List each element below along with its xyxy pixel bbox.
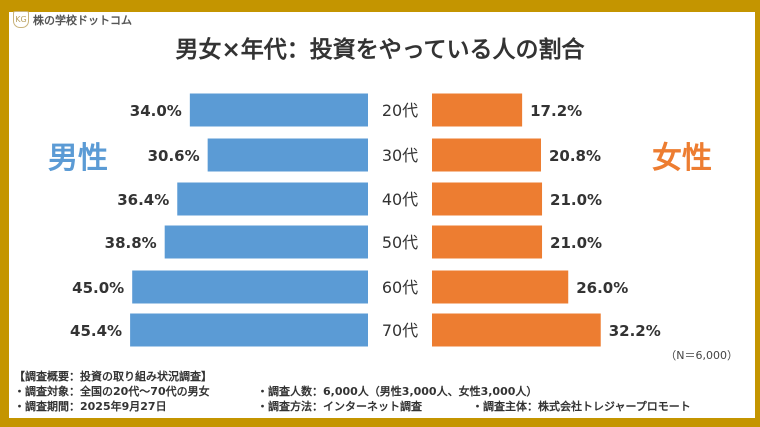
label-female-30代: 20.8% bbox=[549, 147, 601, 165]
notes-count: ・調査人数：6,000人（男性3,000人、女性3,000人） bbox=[257, 385, 538, 398]
category-label: 50代 bbox=[382, 233, 418, 252]
bar-male-50代 bbox=[164, 225, 368, 259]
bar-female-40代 bbox=[432, 182, 543, 216]
label-female-60代: 26.0% bbox=[576, 279, 628, 297]
notes-target: ・調査対象：全国の20代～70代の男女 bbox=[14, 385, 210, 398]
bar-female-60代 bbox=[432, 270, 569, 304]
logo-mark-icon: KG bbox=[13, 11, 29, 28]
logo: KG 株の学校ドットコム bbox=[13, 11, 132, 28]
label-male-60代: 45.0% bbox=[72, 279, 124, 297]
bar-female-20代 bbox=[432, 93, 523, 127]
label-male-50代: 38.8% bbox=[105, 234, 157, 252]
label-male-40代: 36.4% bbox=[117, 191, 169, 209]
label-male-30代: 30.6% bbox=[148, 147, 200, 165]
notes-sponsor: ・調査主体：株式会社トレジャープロモート bbox=[472, 400, 691, 413]
logo-name: 株の学校ドットコム bbox=[33, 13, 132, 27]
bar-male-70代 bbox=[130, 313, 368, 347]
legend-male: 男性 bbox=[48, 141, 108, 176]
label-male-70代: 45.4% bbox=[70, 322, 122, 340]
chart-frame bbox=[9, 12, 755, 418]
chart-title: 男女×年代：投資をやっている人の割合 bbox=[175, 37, 585, 63]
bar-female-70代 bbox=[432, 313, 601, 347]
category-label: 70代 bbox=[382, 321, 418, 340]
label-female-40代: 21.0% bbox=[550, 191, 602, 209]
bar-male-30代 bbox=[207, 138, 368, 172]
bar-female-50代 bbox=[432, 225, 543, 259]
label-female-20代: 17.2% bbox=[530, 102, 582, 120]
category-label: 40代 bbox=[382, 190, 418, 209]
category-label: 60代 bbox=[382, 278, 418, 297]
legend-female: 女性 bbox=[652, 141, 712, 176]
bar-male-20代 bbox=[189, 93, 368, 127]
notes-heading: 【調査概要：投資の取り組み状況調査】 bbox=[14, 370, 212, 383]
label-female-50代: 21.0% bbox=[550, 234, 602, 252]
bar-male-40代 bbox=[177, 182, 368, 216]
bar-male-60代 bbox=[132, 270, 368, 304]
notes-method: ・調査方法：インターネット調査 bbox=[257, 400, 422, 413]
category-label: 30代 bbox=[382, 146, 418, 165]
notes-period: ・調査期間：2025年9月27日 bbox=[14, 400, 167, 413]
sample-size-note: （N＝6,000） bbox=[665, 349, 738, 362]
category-label: 20代 bbox=[382, 101, 418, 120]
bar-female-30代 bbox=[432, 138, 541, 172]
label-female-70代: 32.2% bbox=[609, 322, 661, 340]
label-male-20代: 34.0% bbox=[130, 102, 182, 120]
